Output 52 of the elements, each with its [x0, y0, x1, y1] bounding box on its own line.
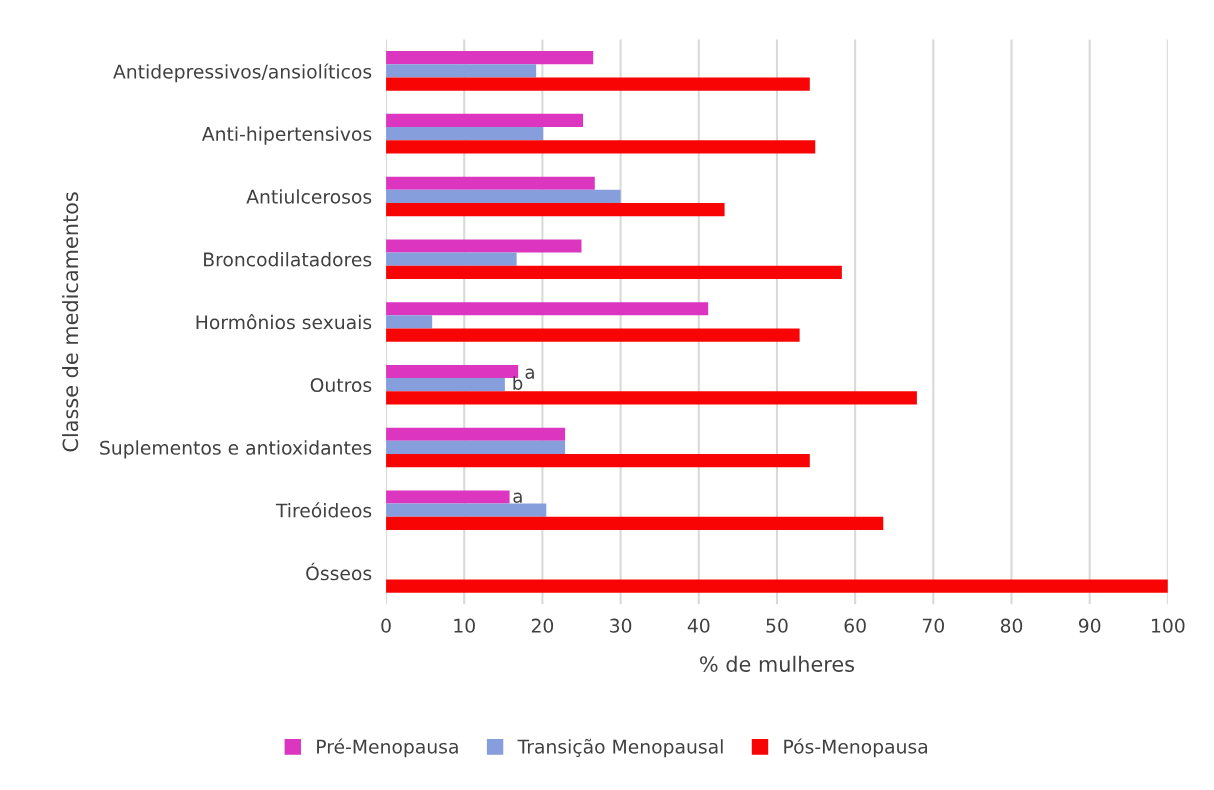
- bar: [386, 579, 1168, 593]
- bar: [386, 176, 595, 190]
- bar: [386, 516, 884, 530]
- bar: [386, 328, 800, 342]
- x-tick-label: 60: [844, 618, 866, 633]
- x-tick-label: 70: [922, 618, 945, 633]
- x-tick-label: 50: [766, 618, 788, 633]
- x-tick-label: 20: [531, 618, 554, 633]
- bar: [386, 113, 584, 128]
- x-tick-label: 30: [610, 618, 632, 633]
- y-tick-label: Antiulcerosos: [246, 189, 372, 204]
- bar: [386, 239, 582, 253]
- y-tick-label: Ósseos: [306, 562, 372, 581]
- legend-label: Pós-Menopausa: [784, 738, 928, 758]
- bar: [386, 378, 505, 392]
- annotation: a: [513, 492, 522, 503]
- y-axis-title: Classe de medicamentos: [62, 192, 79, 452]
- x-tick-label: 100: [1152, 618, 1185, 633]
- x-tick-label: 10: [454, 618, 475, 633]
- x-tick-label: 40: [687, 618, 710, 633]
- y-tick-label: Anti-hipertensivos: [201, 126, 372, 145]
- x-tick-label: 90: [1078, 618, 1101, 633]
- y-tick-label: Antidepressivos/ansiolíticos: [113, 63, 372, 83]
- x-tick-label: 0: [381, 618, 391, 633]
- legend-label: Transição Menopausal: [517, 738, 723, 758]
- x-axis-title: % de mulheres: [700, 655, 855, 672]
- bar: [386, 252, 517, 266]
- bar: [386, 140, 816, 154]
- y-tick-label: Hormônios sexuais: [196, 314, 372, 330]
- bar: [386, 427, 566, 441]
- bar: [386, 51, 594, 65]
- y-tick-label: Broncodilatadores: [204, 252, 372, 267]
- bar: [386, 454, 810, 468]
- annotation: a: [525, 368, 534, 379]
- bar: [386, 265, 842, 279]
- bar: [386, 64, 537, 78]
- y-tick-label: Suplementos e antioxidantes: [100, 440, 372, 459]
- annotation: b: [513, 375, 523, 390]
- y-tick-label: Tireóideos: [275, 502, 372, 518]
- bar: [386, 391, 917, 405]
- bar: [386, 202, 725, 217]
- bar: [386, 490, 510, 504]
- bar: [386, 503, 547, 517]
- y-tick-label: Outros: [310, 377, 372, 393]
- bar: [386, 440, 566, 455]
- x-tick-label: 80: [1000, 618, 1023, 633]
- bar: [386, 77, 810, 91]
- bar: [386, 127, 544, 141]
- bar: [386, 189, 621, 203]
- bar: [386, 315, 433, 329]
- legend-label: Pré-Menopausa: [317, 738, 458, 758]
- bar: [386, 302, 709, 316]
